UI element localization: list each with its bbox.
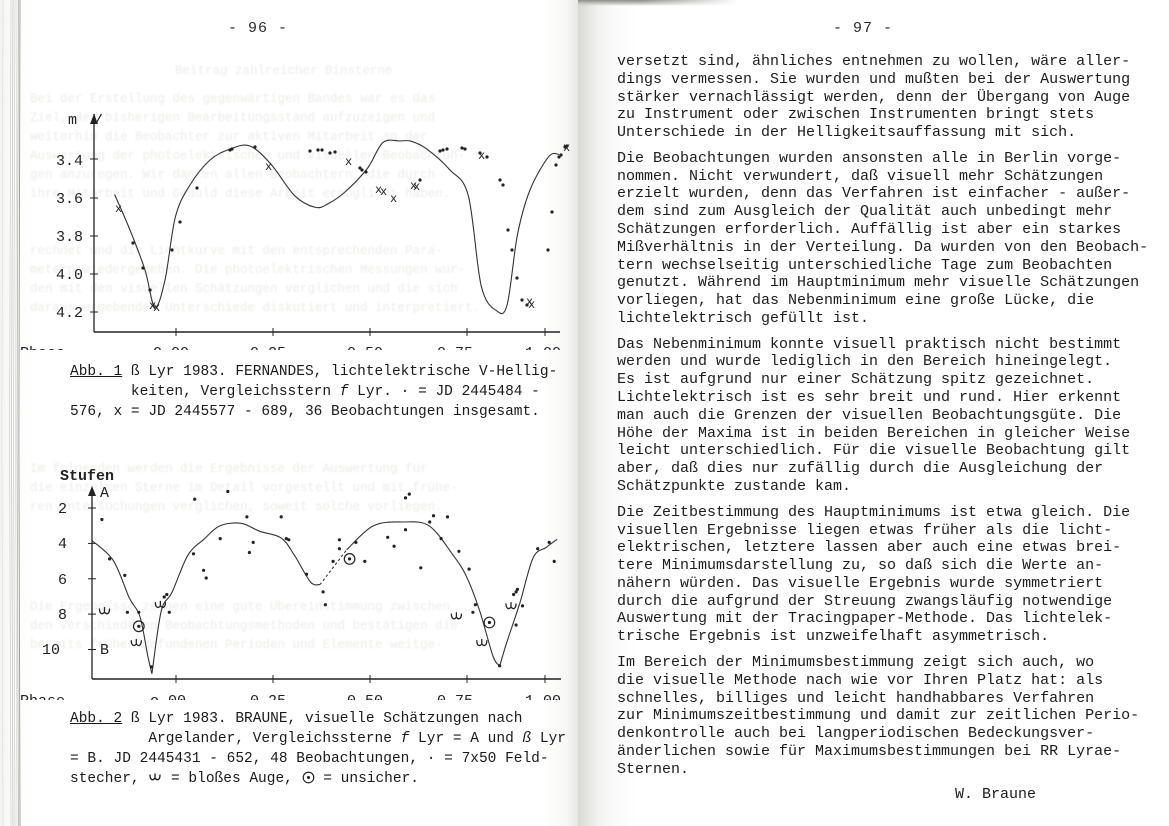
- svg-text:1,00: 1,00: [525, 693, 561, 700]
- svg-text:10: 10: [42, 642, 60, 659]
- svg-text:A: A: [100, 485, 109, 502]
- svg-text:Phase: Phase: [20, 693, 65, 700]
- svg-text:6: 6: [58, 572, 67, 589]
- svg-text:4: 4: [58, 536, 67, 553]
- svg-text:0,75: 0,75: [437, 693, 473, 700]
- svg-text:o,00: o,00: [150, 693, 186, 700]
- svg-text:2: 2: [58, 501, 67, 518]
- svg-text:Stufen: Stufen: [60, 468, 114, 485]
- svg-text:B: B: [100, 642, 109, 659]
- svg-text:0,50: 0,50: [347, 693, 383, 700]
- svg-text:0,25: 0,25: [250, 693, 286, 700]
- svg-text:8: 8: [58, 607, 67, 624]
